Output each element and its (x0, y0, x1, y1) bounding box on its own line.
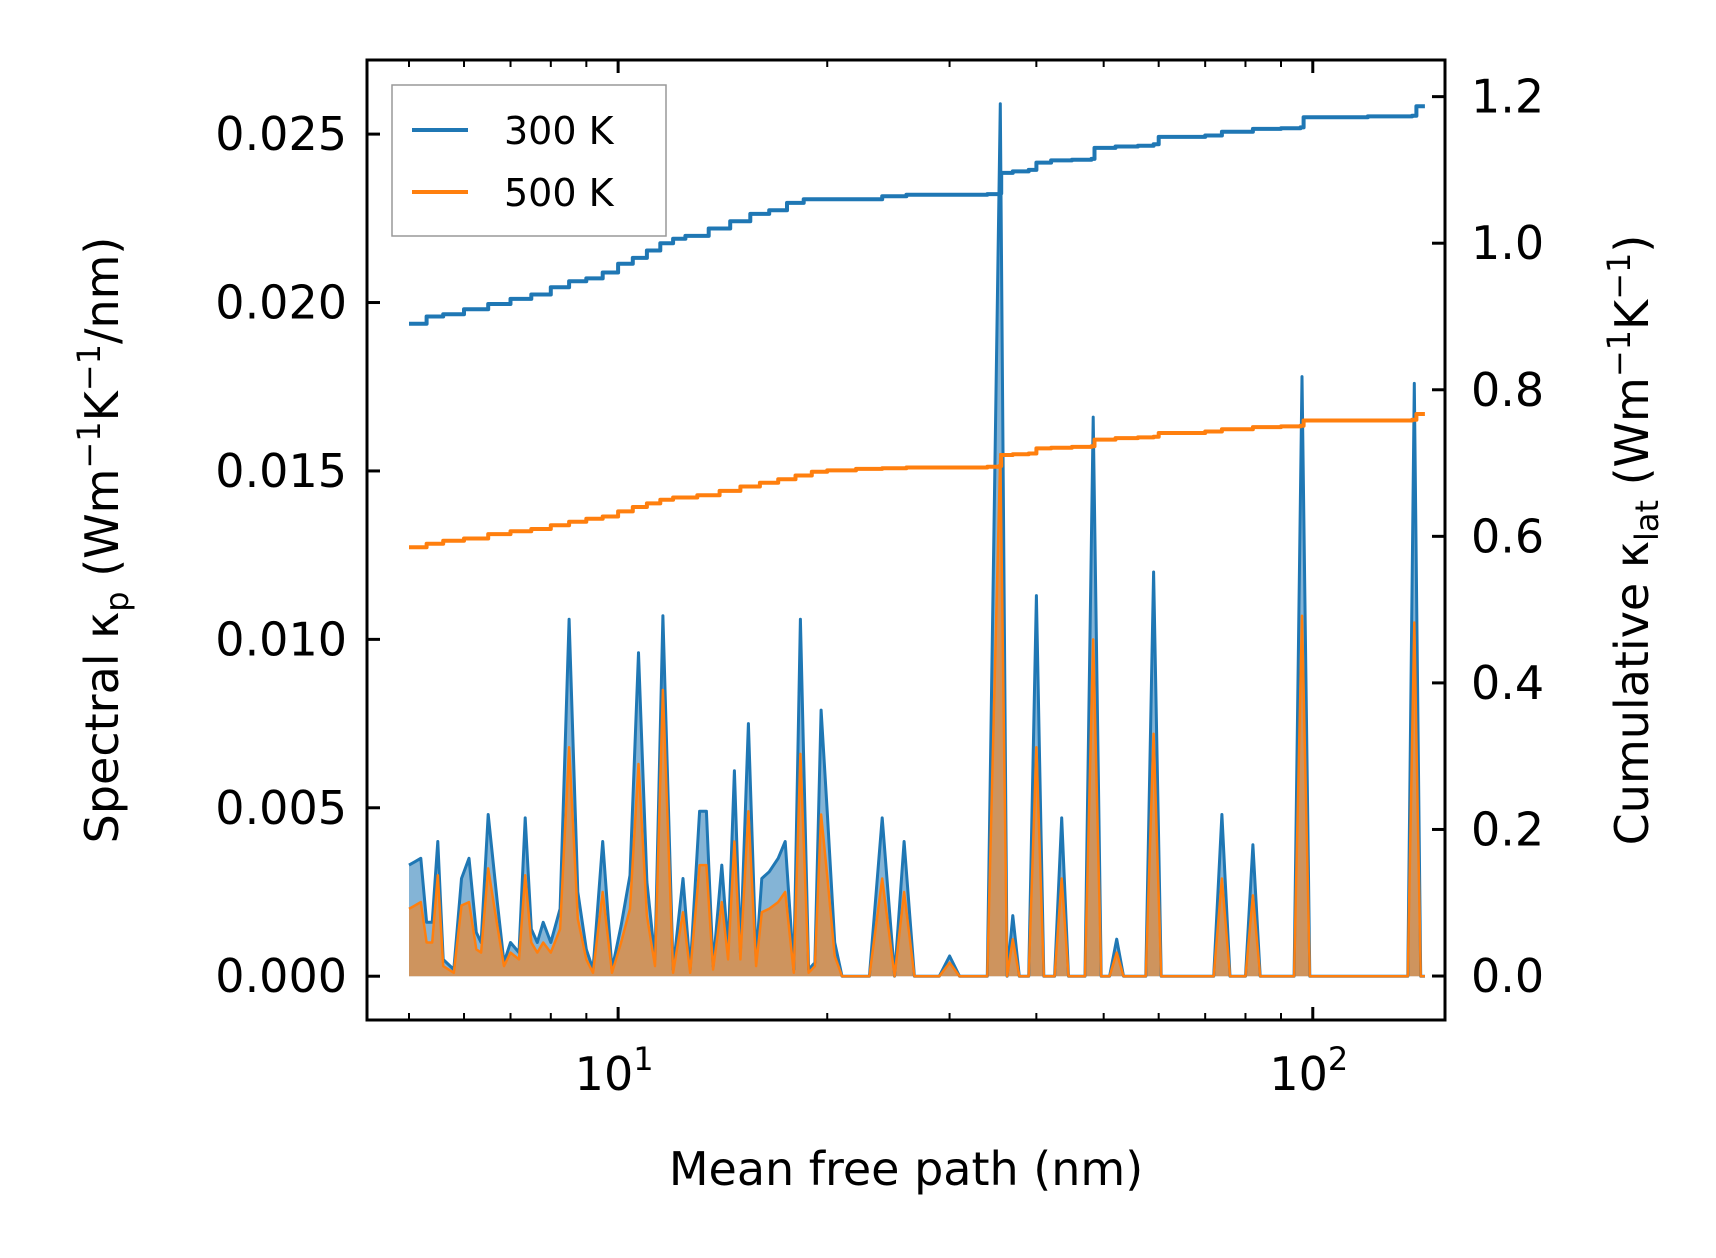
y-tick-label-right: 0.0 (1471, 949, 1544, 1003)
legend-box (391, 84, 667, 237)
legend: 300 K 500 K (391, 84, 667, 237)
y-tick-label-right: 0.2 (1471, 802, 1544, 856)
spectral-line-500k (408, 452, 1425, 978)
y-tick-label-right: 0.6 (1471, 509, 1544, 563)
y-tick-label-right: 0.4 (1471, 656, 1544, 710)
spectral-area-500k (409, 454, 1425, 977)
x-tick-label: 101 (575, 1040, 654, 1101)
cumulative-layer (409, 104, 1425, 550)
y-tick-label-left: 0.010 (215, 612, 347, 666)
y-tick-label-left: 0.000 (215, 949, 347, 1003)
x-axis-label: Mean free path (nm) (669, 1142, 1143, 1196)
legend-label-300k: 300 K (504, 109, 615, 153)
spectral-layer (408, 102, 1425, 978)
y-axis-label-left: Spectral κp (Wm−1K−1/nm) (70, 237, 136, 844)
y-tick-label-left: 0.025 (215, 107, 347, 161)
y-tick-label-right: 1.2 (1471, 70, 1544, 124)
legend-label-500k: 500 K (504, 171, 615, 215)
cumulative-line-300k (409, 104, 1425, 326)
y-tick-label-left: 0.020 (215, 276, 347, 330)
y-tick-label-right: 0.8 (1471, 363, 1544, 417)
y-tick-label-left: 0.005 (215, 781, 347, 835)
cumulative-line-500k (409, 412, 1425, 550)
y-axis-label-right: Cumulative κlat (Wm−1K−1) (1600, 235, 1666, 846)
x-tick-label: 102 (1269, 1040, 1348, 1101)
y-tick-label-left: 0.015 (215, 444, 347, 498)
plot-frame (365, 58, 1447, 1022)
axis-ticks (367, 60, 1445, 1020)
y-tick-label-right: 1.0 (1471, 216, 1544, 270)
spectral-line-300k (408, 102, 1425, 978)
axis-tick-labels: 0.000 0.005 0.010 0.015 0.020 0.025 0.0 0.2 0.4 0… (215, 70, 1544, 1101)
